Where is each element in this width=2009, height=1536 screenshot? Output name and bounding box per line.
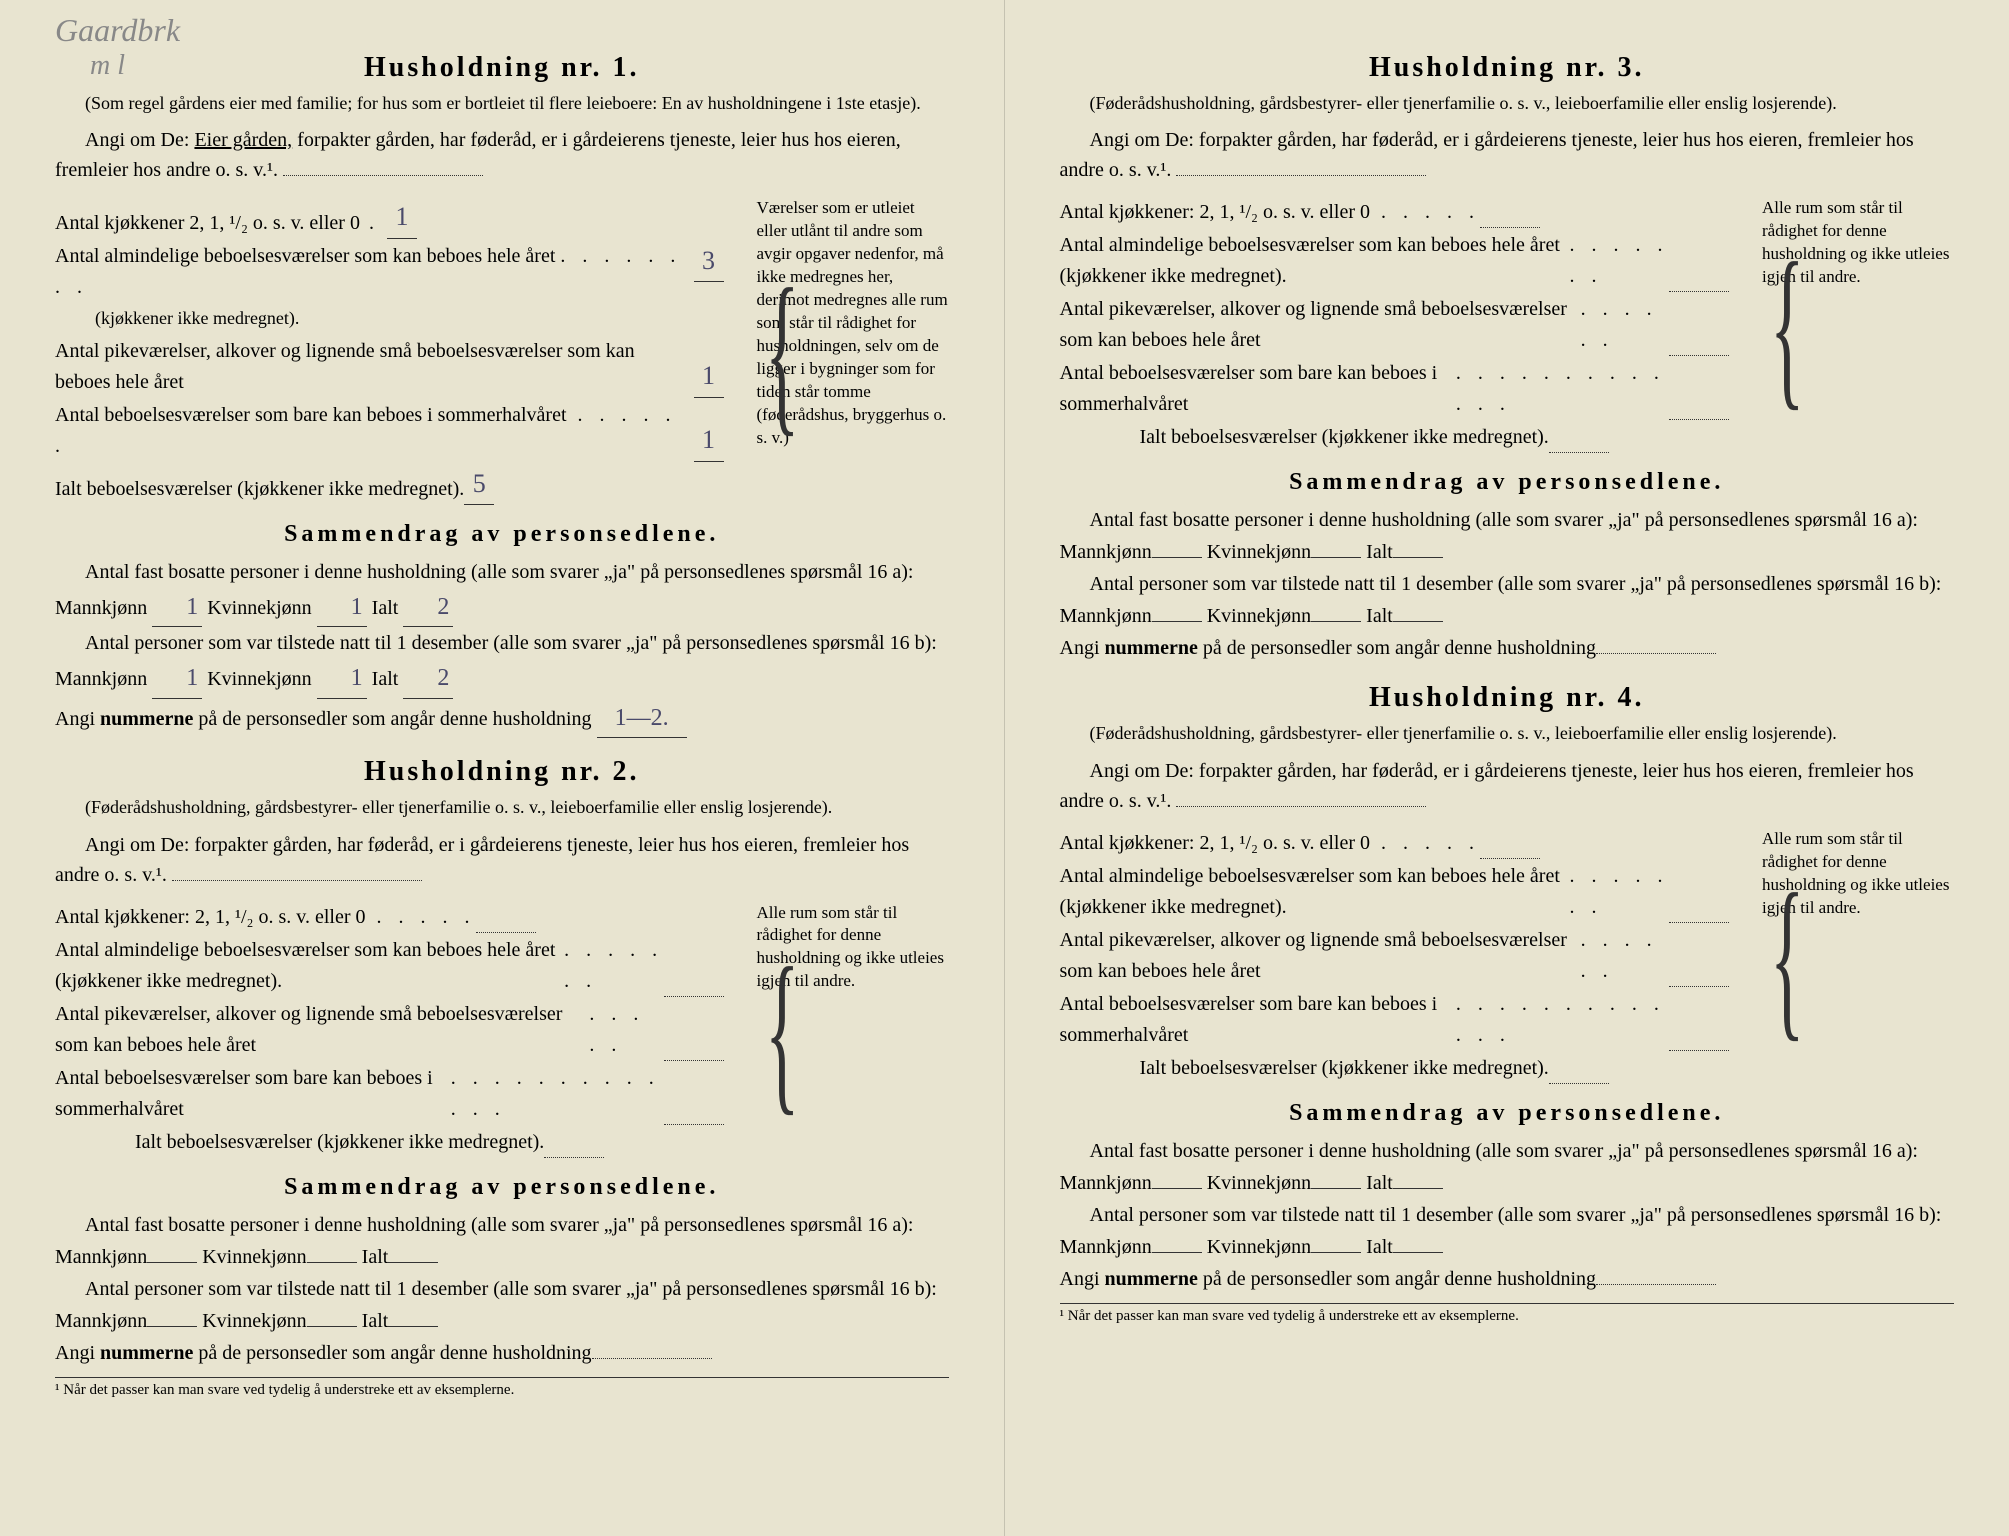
hh4-title: Husholdning nr. 4. — [1060, 682, 1955, 714]
hh1-title: Husholdning nr. 1. — [55, 52, 949, 84]
v-total: 5 — [464, 464, 494, 505]
household-2: Husholdning nr. 2. (Føderådshusholdning,… — [55, 756, 949, 1398]
handwriting-annotation: Gaardbrk — [55, 12, 180, 49]
hh2-sum2: Antal personer som var tilstede natt til… — [55, 1273, 949, 1337]
angi-blank — [283, 175, 483, 176]
hh3-summary-title: Sammendrag av personsedlene. — [1060, 469, 1955, 496]
hh3-sidenote: Alle rum som står til rådighet for denne… — [1744, 197, 1954, 455]
left-page: Gaardbrk m l Husholdning nr. 1. (Som reg… — [0, 0, 1005, 1536]
footnote-left: ¹ Når det passer kan man svare ved tydel… — [55, 1377, 949, 1399]
hh1-questions: Antal kjøkkener 2, 1, ¹/₂ o. s. v. eller… — [55, 197, 949, 507]
v-k2: 1 — [317, 659, 367, 698]
q-rooms: Antal almindelige beboelsesværelser som … — [55, 241, 694, 334]
hh2-questions: Antal kjøkkener: 2, 1, ¹/₂ o. s. v. elle… — [55, 902, 949, 1160]
hh2-sidenote: Alle rum som står til rådighet for denne… — [739, 902, 949, 1160]
hh3-subtitle: (Føderådshusholdning, gårdsbestyrer- ell… — [1060, 92, 1955, 115]
hh3-questions: Antal kjøkkener: 2, 1, ¹/₂ o. s. v. elle… — [1060, 197, 1955, 455]
household-4: Husholdning nr. 4. (Føderådshusholdning,… — [1060, 682, 1955, 1324]
brace-icon — [1744, 197, 1758, 455]
hh4-questions: Antal kjøkkener: 2, 1, ¹/₂ o. s. v. elle… — [1060, 828, 1955, 1086]
hh4-sum2: Antal personer som var tilstede natt til… — [1060, 1199, 1955, 1263]
v-m2: 1 — [152, 659, 202, 698]
q-pike: Antal pikeværelser, alkover og lignende … — [55, 336, 694, 398]
hh3-sum2: Antal personer som var tilstede natt til… — [1060, 568, 1955, 632]
hh2-title: Husholdning nr. 2. — [55, 756, 949, 788]
v-k1: 1 — [317, 588, 367, 627]
footnote-right: ¹ Når det passer kan man svare ved tydel… — [1060, 1303, 1955, 1325]
hh4-summary-title: Sammendrag av personsedlene. — [1060, 1100, 1955, 1127]
hh1-sum2: Antal personer som var tilstede natt til… — [55, 627, 949, 698]
hh1-subtitle: (Som regel gårdens eier med familie; for… — [55, 92, 949, 115]
hh2-sum1: Antal fast bosatte personer i denne hush… — [55, 1209, 949, 1273]
hh4-subtitle: (Føderådshusholdning, gårdsbestyrer- ell… — [1060, 722, 1955, 745]
hh1-numline: Angi nummerne på de personsedler som ang… — [55, 699, 949, 738]
hh1-angi: Angi om De: Eier gården, forpakter gårde… — [55, 125, 949, 185]
hh3-title: Husholdning nr. 3. — [1060, 52, 1955, 84]
q-total: Ialt beboelsesværelser (kjøkkener ikke m… — [55, 474, 464, 505]
hh4-sidenote: Alle rum som står til rådighet for denne… — [1744, 828, 1954, 1086]
hh4-sum1: Antal fast bosatte personer i denne hush… — [1060, 1135, 1955, 1199]
v-pike: 1 — [694, 356, 724, 397]
v-m1: 1 — [152, 588, 202, 627]
hh2-main-col: Antal kjøkkener: 2, 1, ¹/₂ o. s. v. elle… — [55, 902, 724, 1160]
hh2-angi: Angi om De: forpakter gården, har føderå… — [55, 830, 949, 890]
hh3-numline: Angi nummerne på de personsedler som ang… — [1060, 632, 1955, 664]
brace-icon — [739, 902, 753, 1160]
brace-icon — [739, 197, 753, 507]
hh1-main-col: Antal kjøkkener 2, 1, ¹/₂ o. s. v. eller… — [55, 197, 724, 507]
v-summer: 1 — [694, 420, 724, 461]
brace-icon — [1744, 828, 1758, 1086]
v-kitchen: 1 — [387, 197, 417, 238]
v-num: 1—2. — [597, 699, 687, 738]
hh2-summary-title: Sammendrag av personsedlene. — [55, 1174, 949, 1201]
q-kitchen: Antal kjøkkener 2, 1, ¹/₂ o. s. v. eller… — [55, 208, 360, 239]
household-3: Husholdning nr. 3. (Føderådshusholdning,… — [1060, 52, 1955, 664]
handwriting-annotation-2: m l — [90, 50, 125, 82]
hh1-sum1: Antal fast bosatte personer i denne hush… — [55, 556, 949, 627]
hh3-sum1: Antal fast bosatte personer i denne hush… — [1060, 504, 1955, 568]
hh4-angi: Angi om De: forpakter gården, har føderå… — [1060, 756, 1955, 816]
hh2-numline: Angi nummerne på de personsedler som ang… — [55, 1337, 949, 1369]
v-rooms: 3 — [694, 241, 724, 282]
hh3-angi: Angi om De: forpakter gården, har føderå… — [1060, 125, 1955, 185]
hh4-numline: Angi nummerne på de personsedler som ang… — [1060, 1263, 1955, 1295]
q-summer: Antal beboelsesværelser som bare kan beb… — [55, 400, 694, 462]
hh2-subtitle: (Føderådshusholdning, gårdsbestyrer- ell… — [55, 796, 949, 819]
v-i2: 2 — [403, 659, 453, 698]
v-i1: 2 — [403, 588, 453, 627]
hh1-summary-title: Sammendrag av personsedlene. — [55, 521, 949, 548]
angi-underlined: Eier gården, — [194, 129, 292, 151]
right-page: Husholdning nr. 3. (Føderådshusholdning,… — [1005, 0, 2009, 1536]
hh1-sidenote: Værelser som er utleiet eller utlånt til… — [739, 197, 949, 507]
angi-label: Angi om De: — [85, 129, 194, 151]
household-1: Husholdning nr. 1. (Som regel gårdens ei… — [55, 52, 949, 738]
